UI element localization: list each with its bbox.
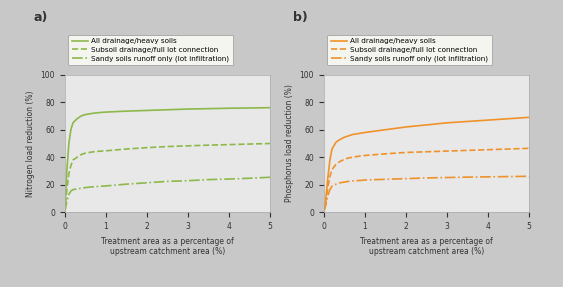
- Legend: All drainage/heavy soils, Subsoil drainage/full lot connection, Sandy soils runo: All drainage/heavy soils, Subsoil draina…: [327, 34, 492, 65]
- Legend: All drainage/heavy soils, Subsoil drainage/full lot connection, Sandy soils runo: All drainage/heavy soils, Subsoil draina…: [68, 34, 233, 65]
- Y-axis label: Phosphorus load reduction (%): Phosphorus load reduction (%): [285, 85, 294, 202]
- X-axis label: Treatment area as a percentage of
upstream catchment area (%): Treatment area as a percentage of upstre…: [360, 237, 493, 256]
- Text: a): a): [34, 11, 48, 24]
- X-axis label: Treatment area as a percentage of
upstream catchment area (%): Treatment area as a percentage of upstre…: [101, 237, 234, 256]
- Text: b): b): [293, 11, 307, 24]
- Y-axis label: Nitrogen load reduction (%): Nitrogen load reduction (%): [26, 90, 35, 197]
